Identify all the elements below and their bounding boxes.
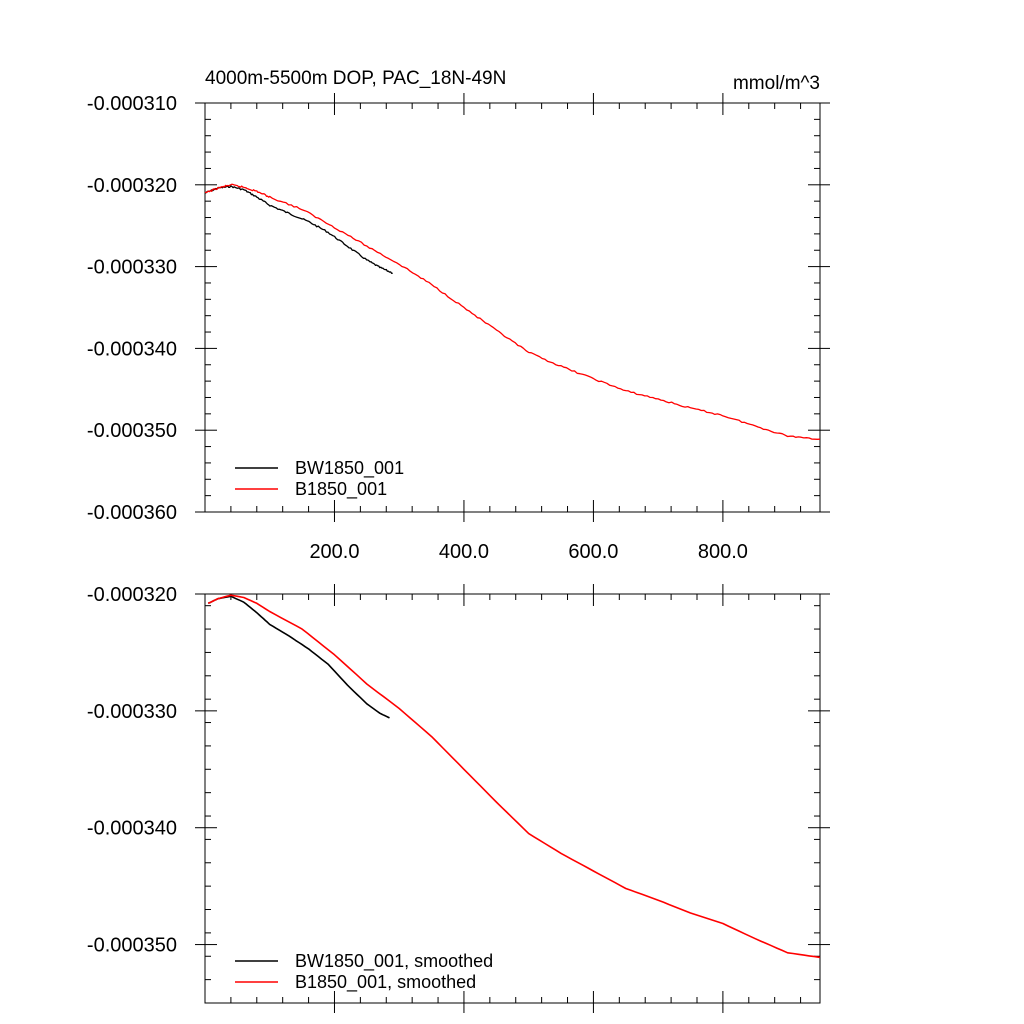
y-tick-label: -0.000340 [87, 338, 177, 360]
plot-frame [204, 593, 821, 1004]
series-line-b1850-001-smoothed [207, 594, 821, 959]
x-tick-label: 600.0 [568, 541, 618, 563]
y-tick-label: -0.000350 [87, 420, 177, 442]
y-tick-label: -0.000340 [87, 818, 177, 840]
series-line-bw1850-001 [204, 185, 393, 275]
x-tick-label: 800.0 [698, 541, 748, 563]
units-label: mmol/m^3 [733, 73, 820, 94]
legend-label: B1850_001 [295, 479, 387, 500]
chart-title: 4000m-5500m DOP, PAC_18N-49N [205, 68, 506, 89]
series-line-b1850-001 [204, 183, 821, 440]
y-tick-label: -0.000330 [87, 257, 177, 279]
y-tick-label: -0.000320 [87, 584, 177, 606]
series-line-bw1850-001-smoothed [207, 595, 390, 719]
top-panel: 200.0 400.0 600.0 800.0 -0.000310 -0.000320 -0… [87, 68, 830, 563]
plot-frame [204, 102, 821, 513]
y-tick-label: -0.000320 [87, 175, 177, 197]
y-tick-label: -0.000350 [87, 935, 177, 957]
x-tick-label: 200.0 [309, 541, 359, 563]
legend-label: B1850_001, smoothed [295, 972, 476, 993]
x-tick-label: 400.0 [439, 541, 489, 563]
y-tick-label: -0.000330 [87, 701, 177, 723]
bottom-panel: -0.000320 -0.000330 -0.000340 -0.000350 BW18… [87, 584, 830, 1013]
legend-label: BW1850_001 [295, 458, 404, 479]
legend-label: BW1850_001, smoothed [295, 951, 493, 972]
y-tick-label: -0.000310 [87, 93, 177, 115]
y-tick-label: -0.000360 [87, 502, 177, 524]
